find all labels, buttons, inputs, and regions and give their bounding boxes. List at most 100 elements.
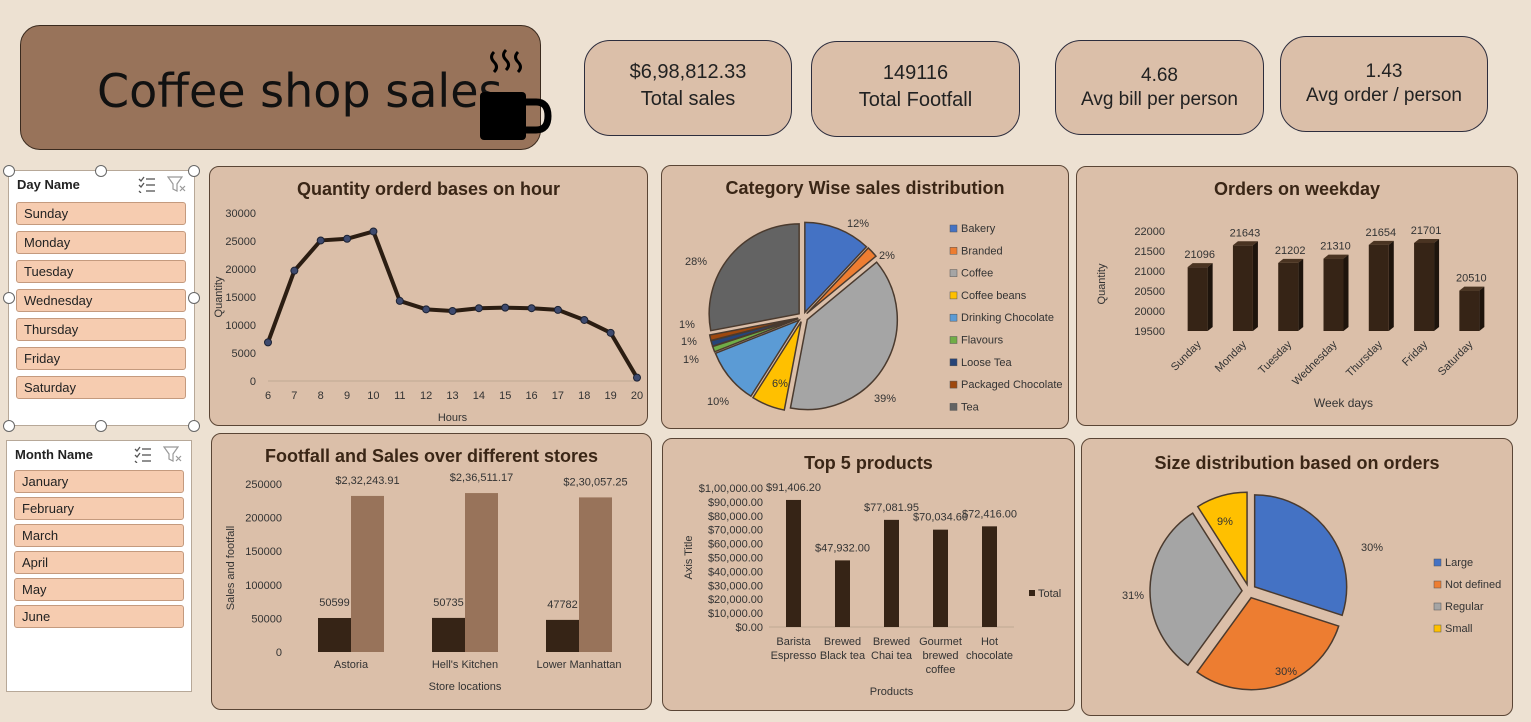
data-point xyxy=(580,315,589,324)
kpi-value: $6,98,812.33 xyxy=(629,61,747,83)
data-label: $2,36,511.17 xyxy=(450,472,513,484)
resize-handle[interactable] xyxy=(95,165,107,177)
multi-select-icon[interactable] xyxy=(133,445,153,463)
pie-slice-packaged-chocolate xyxy=(708,317,799,342)
hourly-quantity-chart: 0 5000 10000 15000 20000 25000 30000 6 7 8 9 10 11 12… xyxy=(213,208,643,424)
y-tick-label: $0.00 xyxy=(735,622,763,634)
resize-handle[interactable] xyxy=(188,165,200,177)
data-label: 6% xyxy=(772,378,788,390)
data-point xyxy=(474,304,483,313)
x-axis-title: Store locations xyxy=(429,681,502,693)
x-tick-label: Barista xyxy=(776,636,811,648)
weekday-orders-chart: 19500 20000 20500 21000 21500 22000 21096 Sunda… xyxy=(1096,225,1487,410)
x-tick-label: Saturday xyxy=(1436,338,1476,378)
x-tick-label: Wednesday xyxy=(1290,338,1340,388)
product-bar xyxy=(884,519,899,627)
x-tick-label: 7 xyxy=(291,390,297,402)
dashboard-title-box: Coffee shop sales xyxy=(20,25,552,150)
kpi-label: Avg bill per person xyxy=(1080,89,1239,110)
bar-thursday xyxy=(1368,244,1389,331)
kpi-total-sales: $6,98,812.33 Total sales xyxy=(584,40,792,136)
slicer-item-saturday[interactable]: Saturday xyxy=(16,376,186,399)
bar-side xyxy=(1252,241,1258,331)
bar-tuesday xyxy=(1278,262,1299,331)
y-tick-label: 10000 xyxy=(225,320,256,332)
x-tick-label: Gourmet xyxy=(919,636,962,648)
dashboard-title: Coffee shop sales xyxy=(97,64,503,118)
slicer-item-monday[interactable]: Monday xyxy=(16,231,186,254)
slicer-item-january[interactable]: January xyxy=(14,470,184,493)
y-tick-label: $80,000.00 xyxy=(708,511,763,523)
pie-slice-coffee-beans xyxy=(751,321,802,411)
slicer-item-february[interactable]: February xyxy=(14,497,184,520)
size-distribution-chart: 30% 30% 31% 9% Large Not defined Regular Small xyxy=(1122,491,1501,691)
x-tick-label: Hell's Kitchen xyxy=(432,659,498,671)
slicer-item-tuesday[interactable]: Tuesday xyxy=(16,260,186,283)
data-label: $91,406.20 xyxy=(766,482,821,494)
slicer-item-march[interactable]: March xyxy=(14,524,184,547)
x-tick-label: Friday xyxy=(1400,338,1430,368)
slicer-item-thursday[interactable]: Thursday xyxy=(16,318,186,341)
slicer-item-april[interactable]: April xyxy=(14,551,184,574)
bar-top xyxy=(1187,263,1213,268)
size-distribution-panel: Size distribution based on orders 30% 30%… xyxy=(1081,438,1513,716)
bar-side xyxy=(1388,240,1394,331)
data-point xyxy=(448,307,457,315)
y-tick-label: 0 xyxy=(250,376,256,388)
quantity-line xyxy=(266,229,639,379)
data-point xyxy=(527,304,536,313)
bar-side xyxy=(1434,238,1440,331)
category-sales-chart: 12% 2% 39% 6% 10% 1% 1% 1% 28% Bakery Branded Coffe… xyxy=(679,218,1063,413)
legend-label: Coffee beans xyxy=(961,290,1027,302)
data-label: 21096 xyxy=(1184,249,1215,261)
slicer-item-wednesday[interactable]: Wednesday xyxy=(16,289,186,312)
chart-title: Top 5 products xyxy=(804,453,933,473)
slicer-item-june[interactable]: June xyxy=(14,605,184,628)
clear-filter-icon[interactable] xyxy=(163,445,183,463)
bar-side xyxy=(1479,286,1485,331)
resize-handle[interactable] xyxy=(3,292,15,304)
slicer-item-sunday[interactable]: Sunday xyxy=(16,202,186,225)
day-name-slicer[interactable]: Day Name Sunday Monday Tuesday Wednesday… xyxy=(8,170,195,426)
category-sales-panel: Category Wise sales distribution 12% 2% 39… xyxy=(661,165,1069,429)
x-tick-label: Monday xyxy=(1213,338,1250,375)
data-label: 28% xyxy=(685,256,707,268)
resize-handle[interactable] xyxy=(95,420,107,432)
data-label: $2,30,057.25 xyxy=(563,476,627,488)
y-tick-label: 200000 xyxy=(245,513,282,525)
kpi-label: Total Footfall xyxy=(858,89,973,111)
data-label: 21643 xyxy=(1230,227,1261,239)
month-name-slicer[interactable]: Month Name January February March April … xyxy=(6,440,192,692)
pie-slice-tea xyxy=(708,223,800,332)
data-label: 10% xyxy=(707,396,729,408)
x-tick-label: brewed xyxy=(922,650,958,662)
data-label: 30% xyxy=(1275,666,1297,678)
multi-select-icon[interactable] xyxy=(137,175,157,193)
resize-handle[interactable] xyxy=(3,165,15,177)
bar-side xyxy=(1207,263,1213,331)
data-point xyxy=(501,303,510,312)
slicer-header: Month Name xyxy=(15,447,93,462)
y-tick-label: 21000 xyxy=(1134,266,1165,278)
bar-friday xyxy=(1414,242,1435,331)
resize-handle[interactable] xyxy=(188,420,200,432)
legend-swatch xyxy=(949,336,958,344)
data-label: 50735 xyxy=(433,597,464,609)
bar-monday xyxy=(1232,245,1253,331)
legend-swatch xyxy=(1029,590,1035,596)
data-label: $70,034.60 xyxy=(913,512,968,524)
resize-handle[interactable] xyxy=(3,420,15,432)
bar-side xyxy=(1343,254,1349,331)
kpi-label: Total sales xyxy=(640,88,736,110)
y-tick-label: $10,000.00 xyxy=(708,608,763,620)
y-tick-label: $50,000.00 xyxy=(708,553,763,565)
clear-filter-icon[interactable] xyxy=(167,175,187,193)
slicer-item-friday[interactable]: Friday xyxy=(16,347,186,370)
slicer-item-may[interactable]: May xyxy=(14,578,184,601)
y-tick-label: 30000 xyxy=(225,208,256,220)
data-point xyxy=(395,296,404,305)
legend-swatch xyxy=(1433,558,1442,567)
resize-handle[interactable] xyxy=(188,292,200,304)
pie-slice-regular xyxy=(1149,512,1243,667)
chart-title: Orders on weekday xyxy=(1213,179,1381,199)
